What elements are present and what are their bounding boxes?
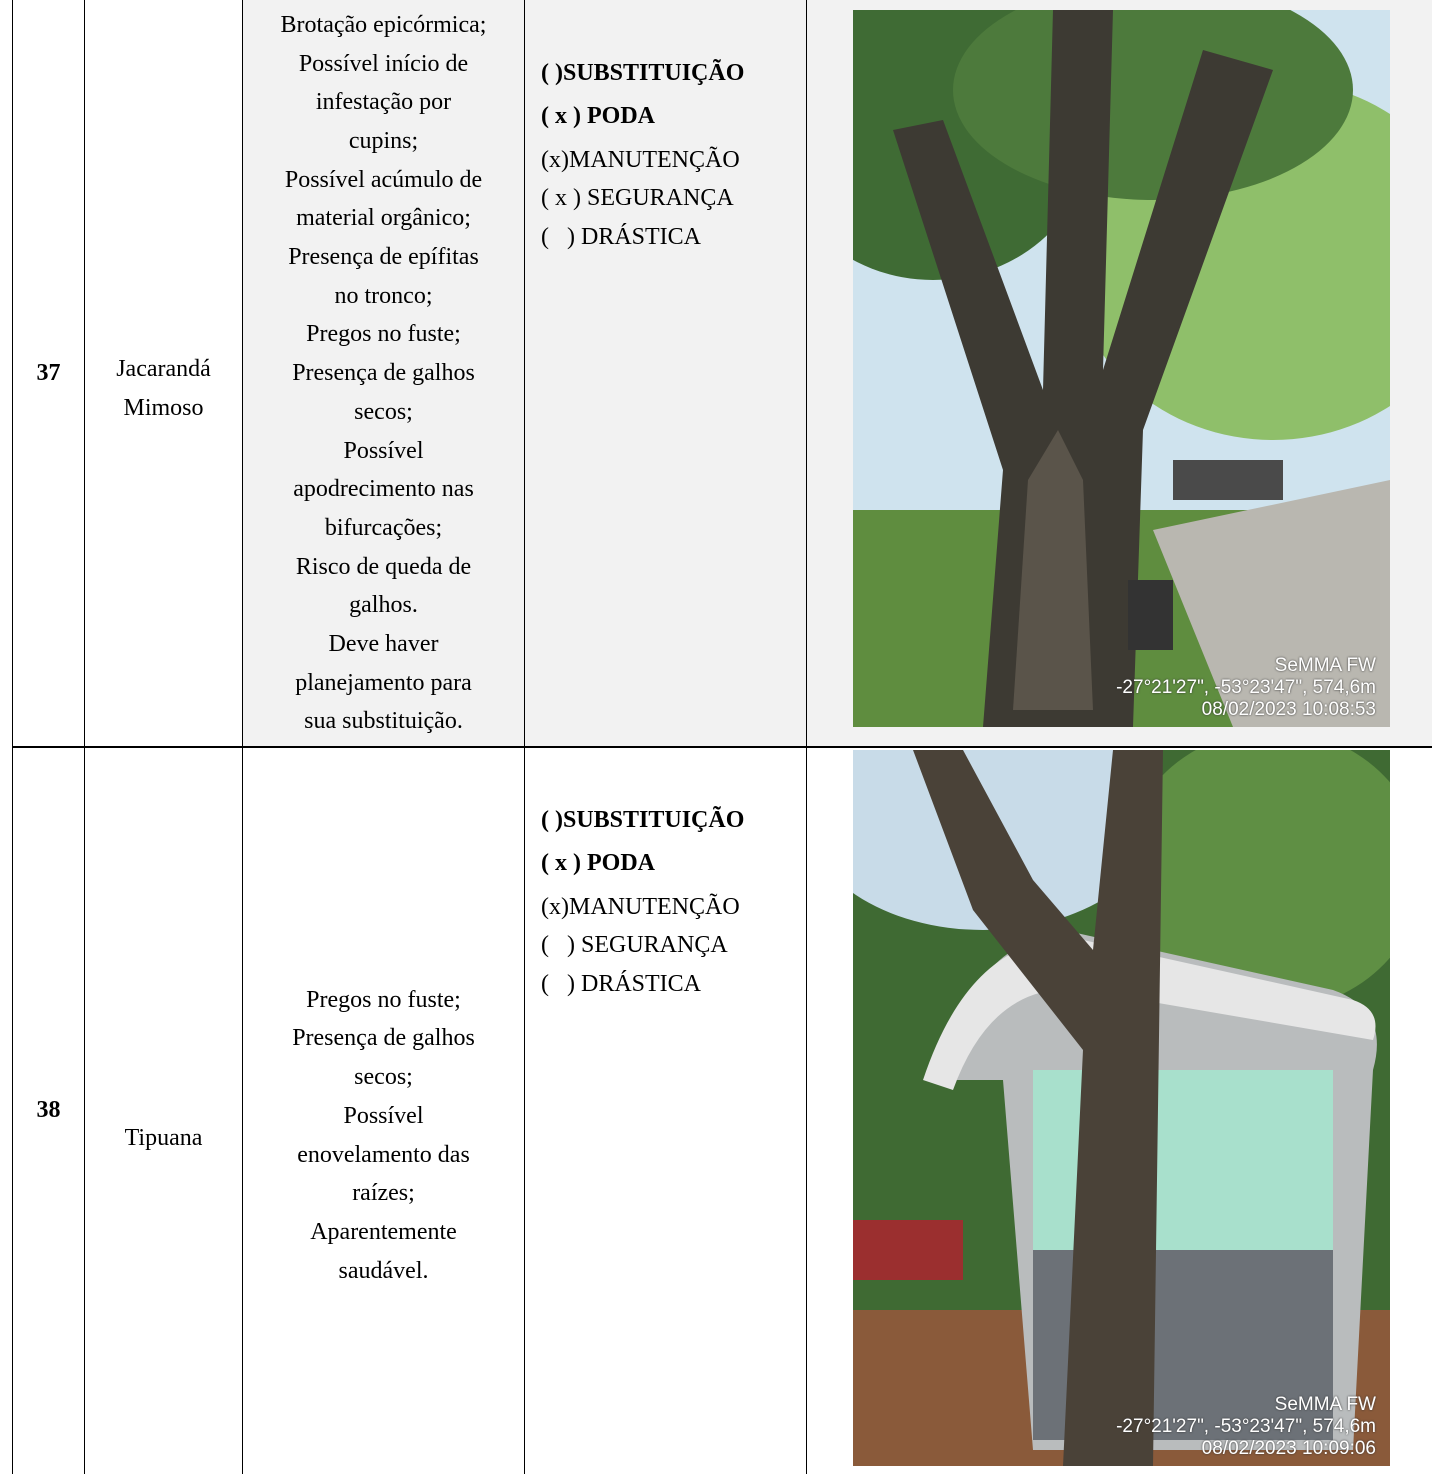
photo: SeMMA FW -27°21'27", -53°23'47", 574,6m … xyxy=(773,0,1432,727)
stamp-line: 08/02/2023 10:08:53 xyxy=(1201,699,1376,720)
species: Tipuana xyxy=(124,1125,203,1152)
problem-line: Brotação epicórmica; xyxy=(280,11,487,38)
cell xyxy=(806,747,1432,1474)
cell: ( )SUBSTITUIÇÃO ( x ) PODA (x)MANUTENÇÃO ( … xyxy=(524,747,806,1474)
cell: 38 xyxy=(12,747,84,1474)
problem-line: secos; xyxy=(354,398,413,425)
species: Mimoso xyxy=(123,394,204,421)
problem-line: Possível acúmulo de xyxy=(284,166,483,193)
action-item: ( ) DRÁSTICA xyxy=(541,223,701,250)
action-item: ( x ) SEGURANÇA xyxy=(541,185,734,212)
problem-line: cupins; xyxy=(348,127,419,154)
problem-line: infestação por xyxy=(315,89,452,116)
problem-line: enovelamento das xyxy=(297,1141,470,1168)
problem-line: raízes; xyxy=(352,1180,415,1207)
photo-image xyxy=(803,690,1423,1466)
action-item: ( x ) PODA xyxy=(541,850,655,877)
action-item: ( )SUBSTITUIÇÃO xyxy=(541,60,745,86)
photo-stamp: SeMMA FW -27°21'27", -53°23'47", 574,6m … xyxy=(1116,1394,1376,1460)
problem-line: saudável. xyxy=(338,1257,429,1284)
cell: Brotação epicórmica; Possível início de in… xyxy=(242,0,524,747)
stamp-line: 08/02/2023 10:09:06 xyxy=(1201,1438,1376,1459)
problem-line: bifurcações; xyxy=(324,514,443,541)
stamp-line: SeMMA FW xyxy=(1274,1394,1376,1415)
stamp-line: -27°21'27", -53°23'47", 574,6m xyxy=(1116,677,1376,698)
problem-line: sua substituição. xyxy=(304,708,463,735)
problem-line: Presença de epífitas xyxy=(288,244,479,271)
problem-line: Risco de queda de xyxy=(295,553,472,580)
cell: ( )SUBSTITUIÇÃO ( x ) PODA (x)MANUTENÇÃO ( … xyxy=(524,0,806,747)
problem-line: apodrecimento nas xyxy=(293,476,474,503)
stamp-line: SeMMA FW xyxy=(1274,655,1376,676)
row-number: 37 xyxy=(36,360,61,387)
problem-line: Presença de galhos xyxy=(292,1025,475,1052)
problem-line: galhos. xyxy=(349,592,418,619)
action-item: (x)MANUTENÇÃO xyxy=(541,893,740,920)
cell: Pregos no fuste; Presença de galhos secos;… xyxy=(242,747,524,1474)
problem-line: no tronco; xyxy=(334,282,433,309)
species: Jacarandá xyxy=(116,355,211,382)
stamp-line: -27°21'27", -53°23'47", 574,6m xyxy=(1116,1416,1376,1437)
problem-line: Pregos no fuste; xyxy=(306,321,461,348)
cell: 37 xyxy=(12,0,84,747)
action-item: ( ) SEGURANÇA xyxy=(541,932,728,959)
problem-line: Pregos no fuste; xyxy=(306,986,461,1013)
problem-line: Possível início de xyxy=(298,50,469,77)
photo-stamp: SeMMA FW -27°21'27", -53°23'47", 574,6m … xyxy=(1116,655,1376,721)
problem-line: Possível xyxy=(343,437,424,464)
photo-image xyxy=(773,0,1432,727)
action-item: ( )SUBSTITUIÇÃO xyxy=(541,807,745,833)
problem-line: Presença de galhos xyxy=(292,360,475,387)
problem-line: planejamento para xyxy=(295,669,472,696)
problem-line: material orgânico; xyxy=(296,205,471,232)
cell: Jacarandá Mimoso xyxy=(84,0,242,747)
action-item: ( x ) PODA xyxy=(541,103,655,130)
row-number: 38 xyxy=(36,1097,61,1124)
photo: SeMMA FW -27°21'27", -53°23'47", 574,6m … xyxy=(803,690,1423,1466)
problem-line: Deve haver xyxy=(328,631,439,658)
problem-line: Possível xyxy=(343,1102,424,1129)
action-item: (x)MANUTENÇÃO xyxy=(541,146,740,173)
cell: Tipuana xyxy=(84,747,242,1474)
row-border xyxy=(12,746,1432,748)
problem-line: secos; xyxy=(354,1064,413,1091)
problem-line: Aparentemente xyxy=(310,1218,457,1245)
action-item: ( ) DRÁSTICA xyxy=(541,970,701,997)
